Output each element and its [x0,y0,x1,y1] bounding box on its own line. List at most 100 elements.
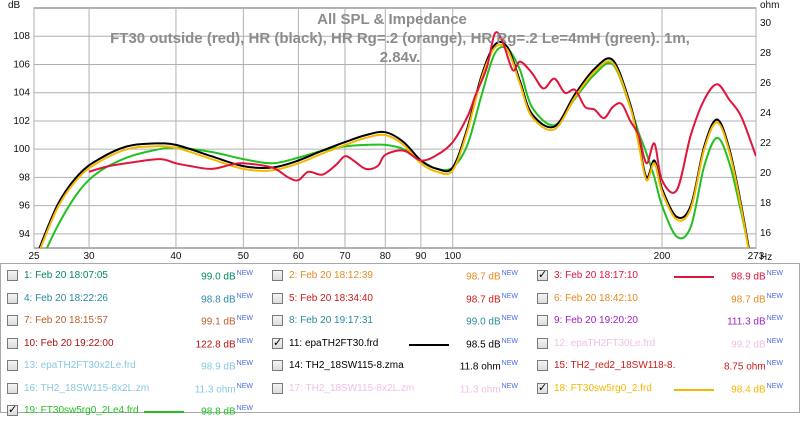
y-tick-label: 108 [13,31,30,42]
legend-checkbox[interactable] [7,315,18,326]
legend-item[interactable]: 2: Feb 20 18:12:39 98.7 dBNEW [272,268,534,286]
y-tick-label: 98 [19,172,31,183]
legend-checkbox[interactable] [537,360,548,371]
legend-checkbox[interactable] [7,270,18,281]
legend-item[interactable]: 14: TH2_18SW115-8.zma 11.8 ohmNEW [272,358,534,376]
legend-new-badge: NEW [236,382,253,390]
legend-checkbox[interactable] [537,268,548,281]
legend-value: 98.8 dBNEW [201,293,253,305]
legend-new-badge: NEW [766,315,783,322]
legend-new-badge: NEW [501,292,518,300]
series-line-4 [88,31,756,194]
x-tick-label: 40 [170,251,182,262]
legend-checkbox[interactable] [537,292,548,304]
y2-tick-label: 24 [760,108,772,119]
legend-value-text: 11.3 ohm [194,383,236,395]
legend-item[interactable]: 16: TH2_18SW115-8x2L.zm 11.3 ohmNEW [7,381,269,399]
legend-item[interactable]: 11: epaTH2FT30.frd 98.5 dBNEW [272,336,534,354]
legend-label: 4: Feb 20 18:22:26 [24,292,108,304]
legend-value: 98.9 dBNEW [201,360,253,372]
legend-new-badge: NEW [766,382,783,390]
series-line-3 [39,43,750,248]
x-tick-label: 200 [654,251,671,262]
legend-checkbox[interactable] [537,337,548,349]
legend-item[interactable]: 4: Feb 20 18:22:26 98.8 dBNEW [7,291,269,309]
legend-item[interactable]: 17: TH2_18SW115-8x2L.zm 11.3 ohmNEW [272,381,534,399]
legend-checkbox[interactable] [272,336,283,349]
legend-new-badge: NEW [236,337,253,345]
legend-value-text: 99.1 dB [201,316,236,328]
legend-checkbox[interactable] [537,381,548,394]
legend-value: 122.8 dBNEW [196,338,253,350]
legend-checkbox[interactable] [7,360,18,371]
legend-new-badge: NEW [236,315,253,322]
legend-value-text: 98.9 dB [731,271,766,283]
legend-item[interactable]: 9: Feb 20 19:20:20 111.3 dBNEW [537,313,799,331]
chart-subtitle-line-1: FT30 outside (red), HR (black), HR Rg=.2… [110,30,690,47]
legend-value-text: 99.0 dB [201,271,236,283]
legend-value-text: 99.2 dB [731,338,766,350]
legend-checkbox[interactable] [7,403,18,416]
legend-item[interactable]: 13: epaTH2FT30x2Le.frd 98.9 dBNEW [7,358,269,376]
legend-checkbox[interactable] [272,360,283,371]
legend-value-text: 98.8 dB [201,406,236,418]
legend-value-text: 98.4 dB [731,383,766,395]
chart-subtitle-line-2: 2.84v. [380,49,421,66]
legend-new-badge: NEW [766,292,783,300]
legend-checkbox[interactable] [7,292,18,304]
legend-value-text: 99.0 dB [466,316,501,328]
legend-item[interactable]: 10: Feb 20 19:22:00 122.8 dBNEW [7,336,269,354]
legend-item[interactable]: 6: Feb 20 18:42:10 98.7 dBNEW [537,291,799,309]
x-tick-label: 50 [238,251,250,262]
legend-item[interactable]: 3: Feb 20 18:17:10 98.9 dBNEW [537,268,799,286]
y-tick-label: 94 [19,229,31,240]
legend-value: 11.3 ohmNEW [195,383,253,395]
legend-item[interactable]: 18: FT30sw5rg0_2.frd 98.4 dBNEW [537,381,799,399]
legend-item[interactable]: 5: Feb 20 18:34:40 98.7 dBNEW [272,291,534,309]
legend-label: 2: Feb 20 18:12:39 [289,270,373,281]
legend-item[interactable]: 12: epaTH2FT30Le.frd 99.2 dBNEW [537,336,799,354]
legend-item[interactable]: 1: Feb 20 18:07:05 99.0 dBNEW [7,268,269,286]
legend-value-text: 98.7 dB [731,293,766,305]
legend-item[interactable]: 7: Feb 20 18:15:57 99.1 dBNEW [7,313,269,331]
legend-value-text: 8.75 ohm [723,361,766,373]
legend-label: 14: TH2_18SW115-8.zma [289,360,404,371]
legend-new-badge: NEW [236,292,253,300]
legend-value: 98.4 dBNEW [731,383,783,395]
legend-value-text: 98.5 dB [466,338,501,350]
spl-impedance-chart: 25 30 40 50 60 70 80 90 100 200 273 94 96 98 100 102 104… [8,0,780,263]
legend-checkbox[interactable] [537,315,548,326]
y2-tick-label: 28 [760,48,772,59]
legend-value-text: 122.8 dB [195,338,236,350]
legend-new-badge: NEW [501,315,518,322]
legend-value-text: 111.3 dB [727,316,766,328]
legend-item[interactable]: 8: Feb 20 19:17:31 99.0 dBNEW [272,313,534,331]
legend-checkbox[interactable] [7,337,18,349]
legend-item[interactable]: 19: FT30sw5rg0_2Le4.frd 98.8 dBNEW [7,403,269,421]
legend-new-badge: NEW [236,360,253,367]
legend-label: 15: TH2_red2_18SW118-8. [554,360,676,371]
legend-label: 8: Feb 20 19:17:31 [289,315,373,326]
legend-value: 99.1 dBNEW [201,315,253,327]
legend-line-swatch [674,388,714,391]
legend-checkbox[interactable] [272,270,283,281]
legend-value: 99.0 dBNEW [466,315,518,327]
legend-new-badge: NEW [766,270,783,277]
legend-checkbox[interactable] [7,382,18,394]
legend-item[interactable]: 15: TH2_red2_18SW118-8. 8.75 ohmNEW [537,358,799,376]
legend-checkbox[interactable] [272,382,283,394]
y2-tick-label: 16 [760,228,772,239]
y2-tick-label: 22 [760,138,772,149]
legend-label: 11: epaTH2FT30.frd [289,337,379,349]
legend-panel: 1: Feb 20 18:07:05 99.0 dBNEW 2: Feb 20 18… [0,263,800,417]
legend-label: 6: Feb 20 18:42:10 [554,292,638,304]
y-tick-label: 104 [13,88,30,99]
legend-label: 1: Feb 20 18:07:05 [24,270,108,281]
legend-new-badge: NEW [501,270,518,277]
legend-value: 8.75 ohmNEW [724,360,783,372]
legend-checkbox[interactable] [272,315,283,326]
legend-label: 18: FT30sw5rg0_2.frd [554,382,652,394]
legend-value: 11.8 ohmNEW [460,360,518,372]
legend-line-swatch [674,276,714,278]
legend-checkbox[interactable] [272,292,283,304]
